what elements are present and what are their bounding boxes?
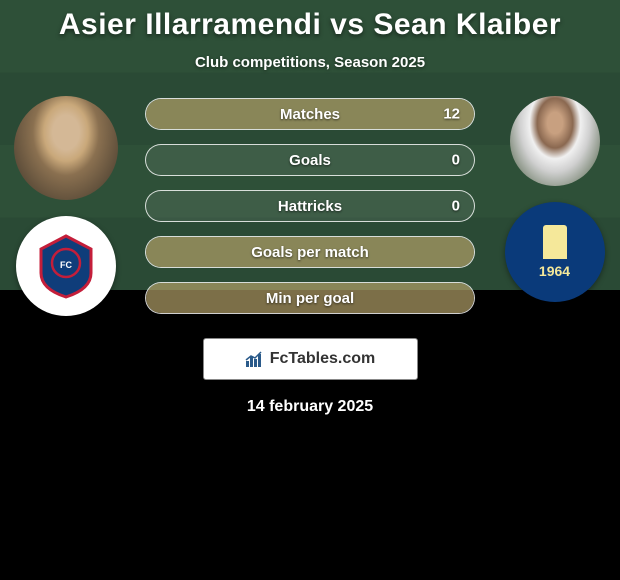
- stat-label: Goals per match: [251, 244, 369, 261]
- stat-bar-hattricks: Hattricks 0: [145, 190, 475, 222]
- stat-label: Hattricks: [278, 198, 342, 215]
- stat-value: 0: [452, 198, 460, 215]
- team1-logo-inner: FC: [31, 231, 101, 301]
- subtitle: Club competitions, Season 2025: [195, 54, 425, 71]
- stat-bar-goals-per-match: Goals per match: [145, 236, 475, 268]
- player1-photo: [14, 96, 118, 200]
- left-side: FC: [8, 96, 123, 316]
- content-container: Asier Illarramendi vs Sean Klaiber Club …: [0, 0, 620, 580]
- tower-icon: [543, 225, 567, 259]
- chart-icon: [245, 351, 265, 367]
- right-side: 1964: [497, 96, 612, 302]
- team2-year: 1964: [539, 263, 570, 279]
- stat-bar-matches: Matches 12: [145, 98, 475, 130]
- svg-text:FC: FC: [60, 260, 72, 270]
- brand-name: FcTables.com: [270, 350, 376, 368]
- stat-value: 0: [452, 152, 460, 169]
- stats-column: Matches 12 Goals 0 Hattricks 0 Goals per…: [123, 98, 497, 314]
- stat-bar-min-per-goal: Min per goal: [145, 282, 475, 314]
- stat-value: 12: [443, 106, 460, 123]
- stat-label: Goals: [289, 152, 331, 169]
- player2-photo: [510, 96, 600, 186]
- branding-box: FcTables.com: [203, 338, 418, 380]
- stat-bar-goals: Goals 0: [145, 144, 475, 176]
- main-row: FC Matches 12 Goals 0 Hattricks 0: [0, 96, 620, 316]
- date-text: 14 february 2025: [247, 398, 373, 416]
- page-title: Asier Illarramendi vs Sean Klaiber: [59, 8, 561, 42]
- stat-label: Matches: [280, 106, 340, 123]
- fc-dallas-icon: FC: [31, 231, 101, 301]
- stat-label: Min per goal: [266, 290, 354, 307]
- team1-logo: FC: [16, 216, 116, 316]
- team2-logo-inner: 1964: [520, 217, 590, 287]
- team2-logo: 1964: [505, 202, 605, 302]
